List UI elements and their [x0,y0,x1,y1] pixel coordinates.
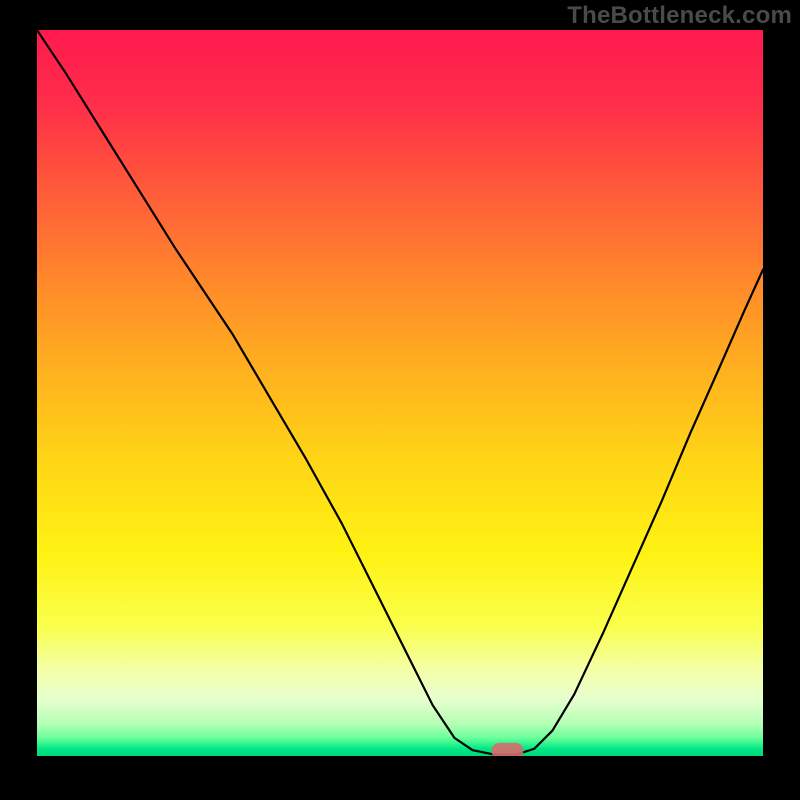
plot-area [37,30,763,756]
plot-svg [37,30,763,756]
chart-container: { "watermark": { "text": "TheBottleneck.… [0,0,800,800]
gradient-background [37,30,763,756]
watermark-text: TheBottleneck.com [567,2,792,30]
optimum-marker [491,743,523,756]
